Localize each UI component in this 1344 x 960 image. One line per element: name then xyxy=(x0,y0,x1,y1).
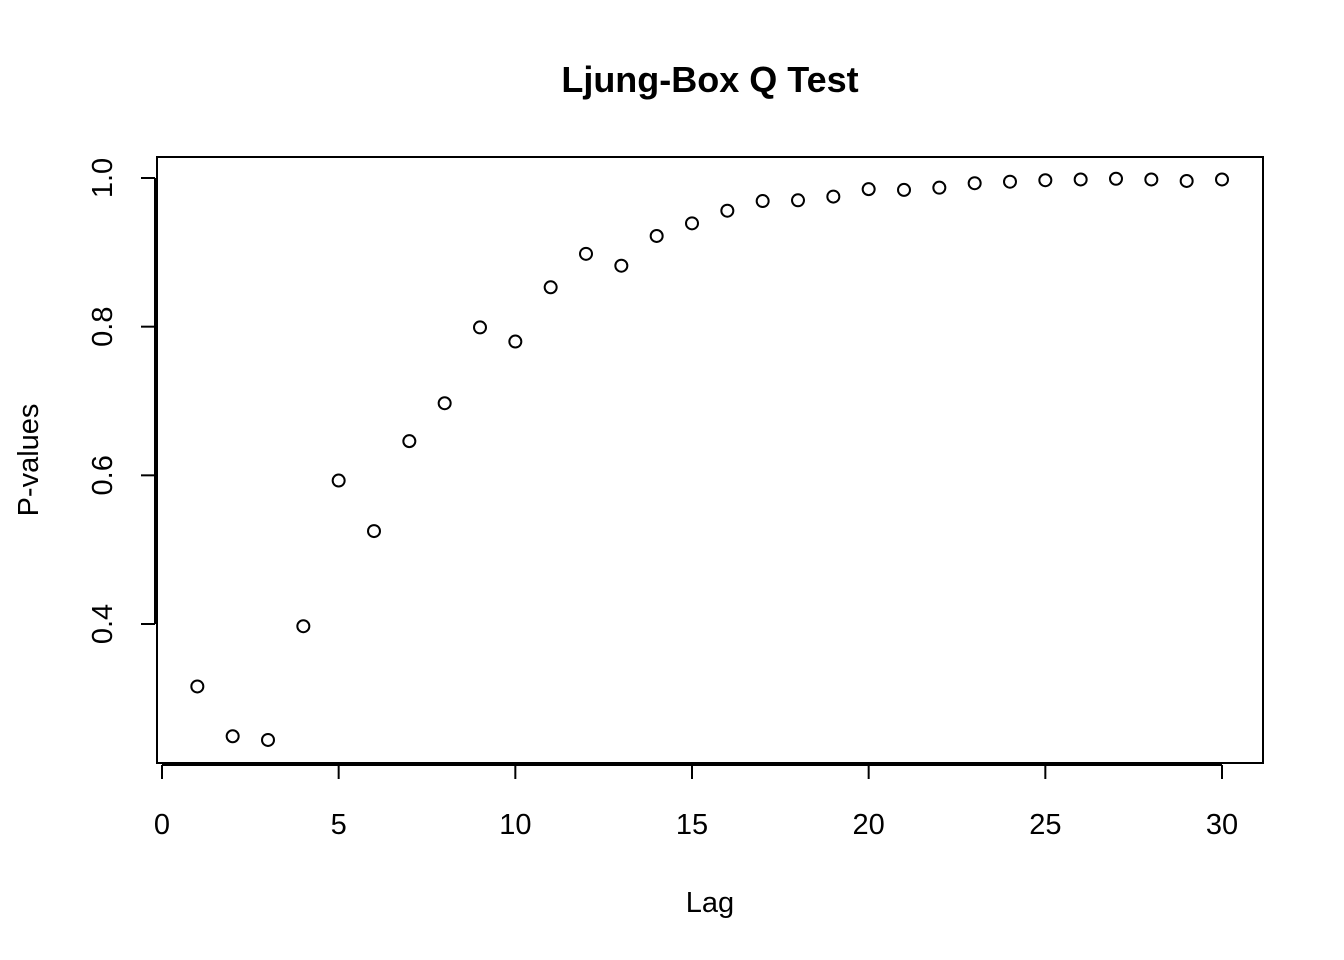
x-axis: 0 5 10 15 20 25 30 xyxy=(154,764,1238,841)
data-point xyxy=(225,729,240,744)
x-tick-label: 15 xyxy=(676,809,708,841)
data-point xyxy=(1179,173,1194,188)
y-axis: 0.4 0.6 0.8 1.0 xyxy=(87,158,156,644)
y-tick-label: 0.6 xyxy=(87,455,119,495)
data-point xyxy=(331,473,346,488)
data-point xyxy=(1109,171,1123,186)
x-tick-label: 10 xyxy=(499,809,531,841)
y-tick-label: 0.8 xyxy=(87,307,119,347)
x-tick-label: 5 xyxy=(331,809,347,841)
data-point xyxy=(508,334,523,349)
data-point xyxy=(261,732,275,747)
data-point xyxy=(296,619,311,634)
data-point xyxy=(1003,174,1017,189)
data-point xyxy=(685,216,699,231)
x-tick-label: 20 xyxy=(853,809,885,841)
data-points xyxy=(190,171,1229,747)
data-point xyxy=(437,396,452,411)
data-point xyxy=(649,228,664,243)
data-point xyxy=(967,176,982,191)
data-point xyxy=(932,180,947,195)
y-tick-label: 0.4 xyxy=(87,604,119,644)
data-point xyxy=(543,280,558,295)
y-tick-label: 1.0 xyxy=(87,158,119,198)
data-point xyxy=(402,434,417,449)
data-point xyxy=(897,182,911,197)
data-point xyxy=(826,189,841,204)
data-point xyxy=(1144,172,1159,187)
data-point xyxy=(755,194,770,209)
x-axis-label: Lag xyxy=(686,887,734,919)
data-point xyxy=(1038,173,1053,188)
data-point xyxy=(367,524,381,539)
data-point xyxy=(791,193,805,208)
plot-frame xyxy=(156,156,1264,764)
x-tick-label: 25 xyxy=(1029,809,1061,841)
data-point xyxy=(1073,172,1088,187)
data-point xyxy=(473,320,487,335)
data-point xyxy=(1215,172,1229,187)
data-point xyxy=(579,246,593,261)
y-axis-label: P-values xyxy=(13,404,45,517)
chart-title: Ljung-Box Q Test xyxy=(561,59,858,100)
x-tick-label: 30 xyxy=(1206,809,1238,841)
data-point xyxy=(720,203,735,218)
data-point xyxy=(190,679,205,694)
data-point xyxy=(614,258,629,273)
data-point xyxy=(861,182,876,197)
x-tick-label: 0 xyxy=(154,809,170,841)
